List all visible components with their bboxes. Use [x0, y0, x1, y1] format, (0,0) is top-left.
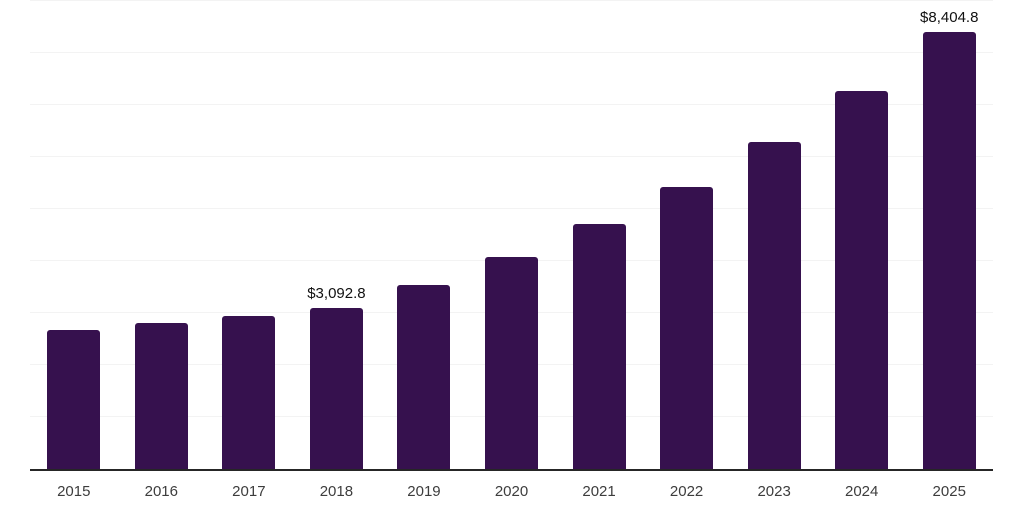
x-axis-line [30, 469, 993, 471]
x-axis-label-2023: 2023 [757, 483, 791, 500]
bar-2020 [485, 256, 538, 469]
x-axis-label-2020: 2020 [494, 483, 529, 500]
bar-slot-2017 [205, 1, 293, 469]
bar-value-label-2025: $8,404.8 [920, 8, 979, 26]
x-axis-label-2022: 2022 [669, 483, 704, 500]
gridline [30, 104, 993, 105]
x-axis-label-2024: 2024 [845, 483, 879, 500]
gridline [30, 208, 993, 209]
bar-2021 [572, 224, 626, 469]
bar-2015 [47, 330, 101, 469]
x-axis-label-2021: 2021 [582, 483, 616, 500]
bar-slot-2023 [730, 1, 818, 469]
x-axis-tick-labels: 2015 2016 2017 2018 2019 2020 2021 2022 2023 2024… [30, 483, 993, 500]
bar-slot-2024 [818, 1, 906, 469]
bar-2018 [309, 308, 363, 469]
gridline [30, 52, 993, 53]
bar-slot-2015 [30, 1, 118, 469]
x-axis-label-2015: 2015 [57, 483, 91, 500]
bar-slot-2021 [555, 1, 643, 469]
bar-2019 [397, 284, 451, 469]
x-axis-label-2018: 2018 [319, 483, 354, 500]
bar-2024 [835, 90, 889, 469]
x-axis-label-2025: 2025 [932, 483, 966, 500]
plot-area: $3,092.8 $8,404.8 [30, 0, 993, 469]
x-axis-label-2019: 2019 [407, 483, 441, 500]
bar-slot-2018: $3,092.8 [293, 1, 381, 469]
bars-layer: $3,092.8 $8,404.8 [30, 1, 993, 469]
gridline [30, 0, 993, 1]
gridline [30, 156, 993, 158]
bar-slot-2022 [643, 1, 731, 469]
x-axis-label-2017: 2017 [232, 483, 266, 500]
bar-2023 [747, 141, 801, 469]
bar-2016 [134, 322, 188, 469]
bar-2017 [222, 315, 276, 469]
bar-slot-2020 [468, 1, 556, 469]
bar-2025 [922, 31, 976, 469]
bar-slot-2016 [118, 1, 206, 469]
bar-slot-2025: $8,404.8 [905, 1, 993, 469]
bar-slot-2019 [380, 1, 468, 469]
x-axis-label-2016: 2016 [144, 483, 178, 500]
bar-value-label-2018: $3,092.8 [307, 285, 366, 303]
bar-2022 [660, 187, 714, 469]
